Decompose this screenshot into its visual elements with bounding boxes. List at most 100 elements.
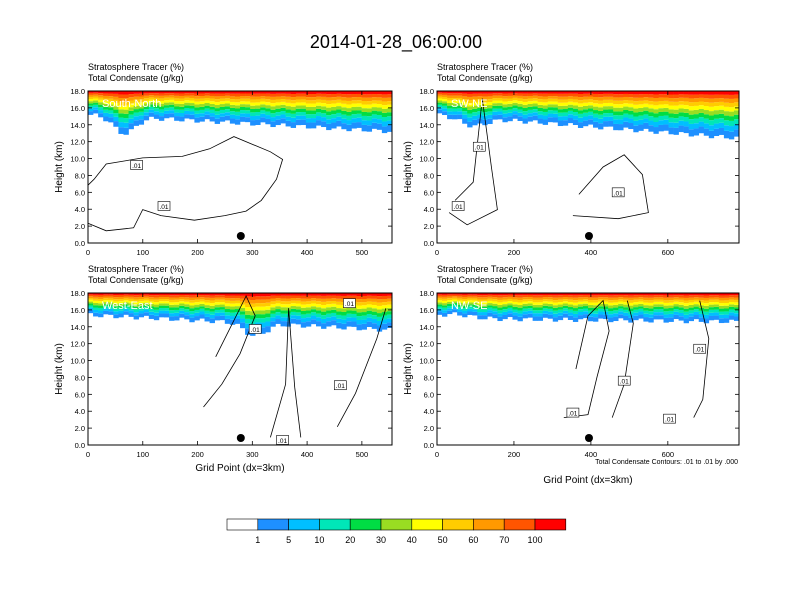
tracer-cell <box>103 304 109 307</box>
tracer-cell <box>447 102 453 106</box>
x-tick-label: 400 <box>301 450 314 459</box>
tracer-cell <box>613 310 619 314</box>
tracer-cell <box>562 297 569 300</box>
tracer-cell <box>219 98 226 102</box>
tracer-cell <box>452 297 458 300</box>
tracer-cell <box>668 302 674 306</box>
tracer-cell <box>255 102 261 106</box>
tracer-cell <box>169 91 175 94</box>
tracer-cell <box>512 295 518 298</box>
tracer-cell <box>386 314 393 319</box>
tracer-cell <box>326 94 332 98</box>
tracer-cell <box>487 307 493 311</box>
tracer-cell <box>214 99 221 103</box>
tracer-cell <box>93 104 99 108</box>
tracer-cell <box>673 127 679 135</box>
tracer-cell <box>209 93 215 96</box>
tracer-cell <box>290 100 297 104</box>
tracer-cell <box>482 105 488 109</box>
tracer-cell <box>693 91 700 95</box>
tracer-cell <box>502 110 508 114</box>
tracer-cell <box>204 91 210 94</box>
tracer-cell <box>128 100 134 104</box>
tracer-cell <box>557 315 564 321</box>
tracer-cell <box>285 91 291 94</box>
tracer-cell <box>386 304 393 308</box>
tracer-cell <box>567 295 574 298</box>
tracer-cell <box>557 299 564 303</box>
tracer-cell <box>209 305 215 309</box>
tracer-cell <box>351 94 357 98</box>
tracer-cell <box>593 121 599 128</box>
tracer-cell <box>653 98 659 102</box>
tracer-cell <box>472 304 478 307</box>
tracer-cell <box>613 304 619 308</box>
tracer-cell <box>275 309 281 313</box>
tracer-cell <box>442 101 448 104</box>
tracer-cell <box>668 310 674 314</box>
tracer-cell <box>386 108 393 113</box>
tracer-cell <box>224 93 231 96</box>
tracer-cell <box>522 101 528 105</box>
tracer-cell <box>452 306 458 310</box>
tracer-cell <box>567 304 574 308</box>
tracer-cell <box>98 91 104 94</box>
tracer-cell <box>305 91 312 95</box>
tracer-cell <box>138 96 145 100</box>
tracer-cell <box>648 308 654 312</box>
tracer-cell <box>138 313 145 318</box>
tracer-cell <box>174 93 180 96</box>
tracer-cell <box>482 309 488 313</box>
tracer-cell <box>143 103 150 107</box>
tracer-cell <box>103 101 109 104</box>
tracer-cell <box>562 105 569 110</box>
tracer-cell <box>467 311 473 315</box>
tracer-cell <box>547 101 554 105</box>
tracer-cell <box>179 101 185 104</box>
tracer-cell <box>562 293 569 295</box>
tracer-cell <box>472 311 478 316</box>
tracer-cell <box>482 295 488 298</box>
tracer-cell <box>285 298 291 302</box>
tracer-cell <box>371 122 378 129</box>
tracer-cell <box>224 300 231 304</box>
tracer-cell <box>537 118 543 124</box>
contour-line <box>611 300 634 418</box>
tracer-cell <box>618 306 624 309</box>
tracer-cell <box>593 302 599 306</box>
tracer-label: Stratosphere Tracer (%) <box>437 62 533 72</box>
tracer-cell <box>648 311 654 315</box>
tracer-cell <box>628 94 634 98</box>
tracer-cell <box>189 295 195 298</box>
tracer-cell <box>482 312 488 316</box>
tracer-cell <box>123 127 129 135</box>
colorbar-cell <box>442 518 474 531</box>
tracer-cell <box>356 110 362 114</box>
tracer-cell <box>452 108 458 112</box>
tracer-cell <box>331 309 337 313</box>
tracer-cell <box>128 103 134 108</box>
tracer-cell <box>295 115 302 120</box>
tracer-cell <box>608 300 614 303</box>
tracer-cell <box>174 304 180 308</box>
tracer-cell <box>638 295 644 298</box>
tracer-cell <box>189 105 195 109</box>
tracer-cell <box>240 322 246 329</box>
tracer-cell <box>492 108 498 112</box>
tracer-cell <box>577 295 584 298</box>
tracer-cell <box>275 112 281 116</box>
tracer-cell <box>658 97 664 102</box>
tracer-cell <box>588 310 594 314</box>
tracer-cell <box>688 98 694 103</box>
tracer-cell <box>708 293 715 296</box>
tracer-cell <box>366 293 373 296</box>
tracer-cell <box>128 296 134 299</box>
tracer-cell <box>527 305 533 309</box>
tracer-cell <box>628 305 634 309</box>
tracer-cell <box>733 129 740 137</box>
tracer-cell <box>214 96 221 100</box>
tracer-cell <box>234 115 241 120</box>
tracer-cell <box>668 98 674 102</box>
tracer-cell <box>103 103 109 107</box>
tracer-cell <box>371 94 378 98</box>
